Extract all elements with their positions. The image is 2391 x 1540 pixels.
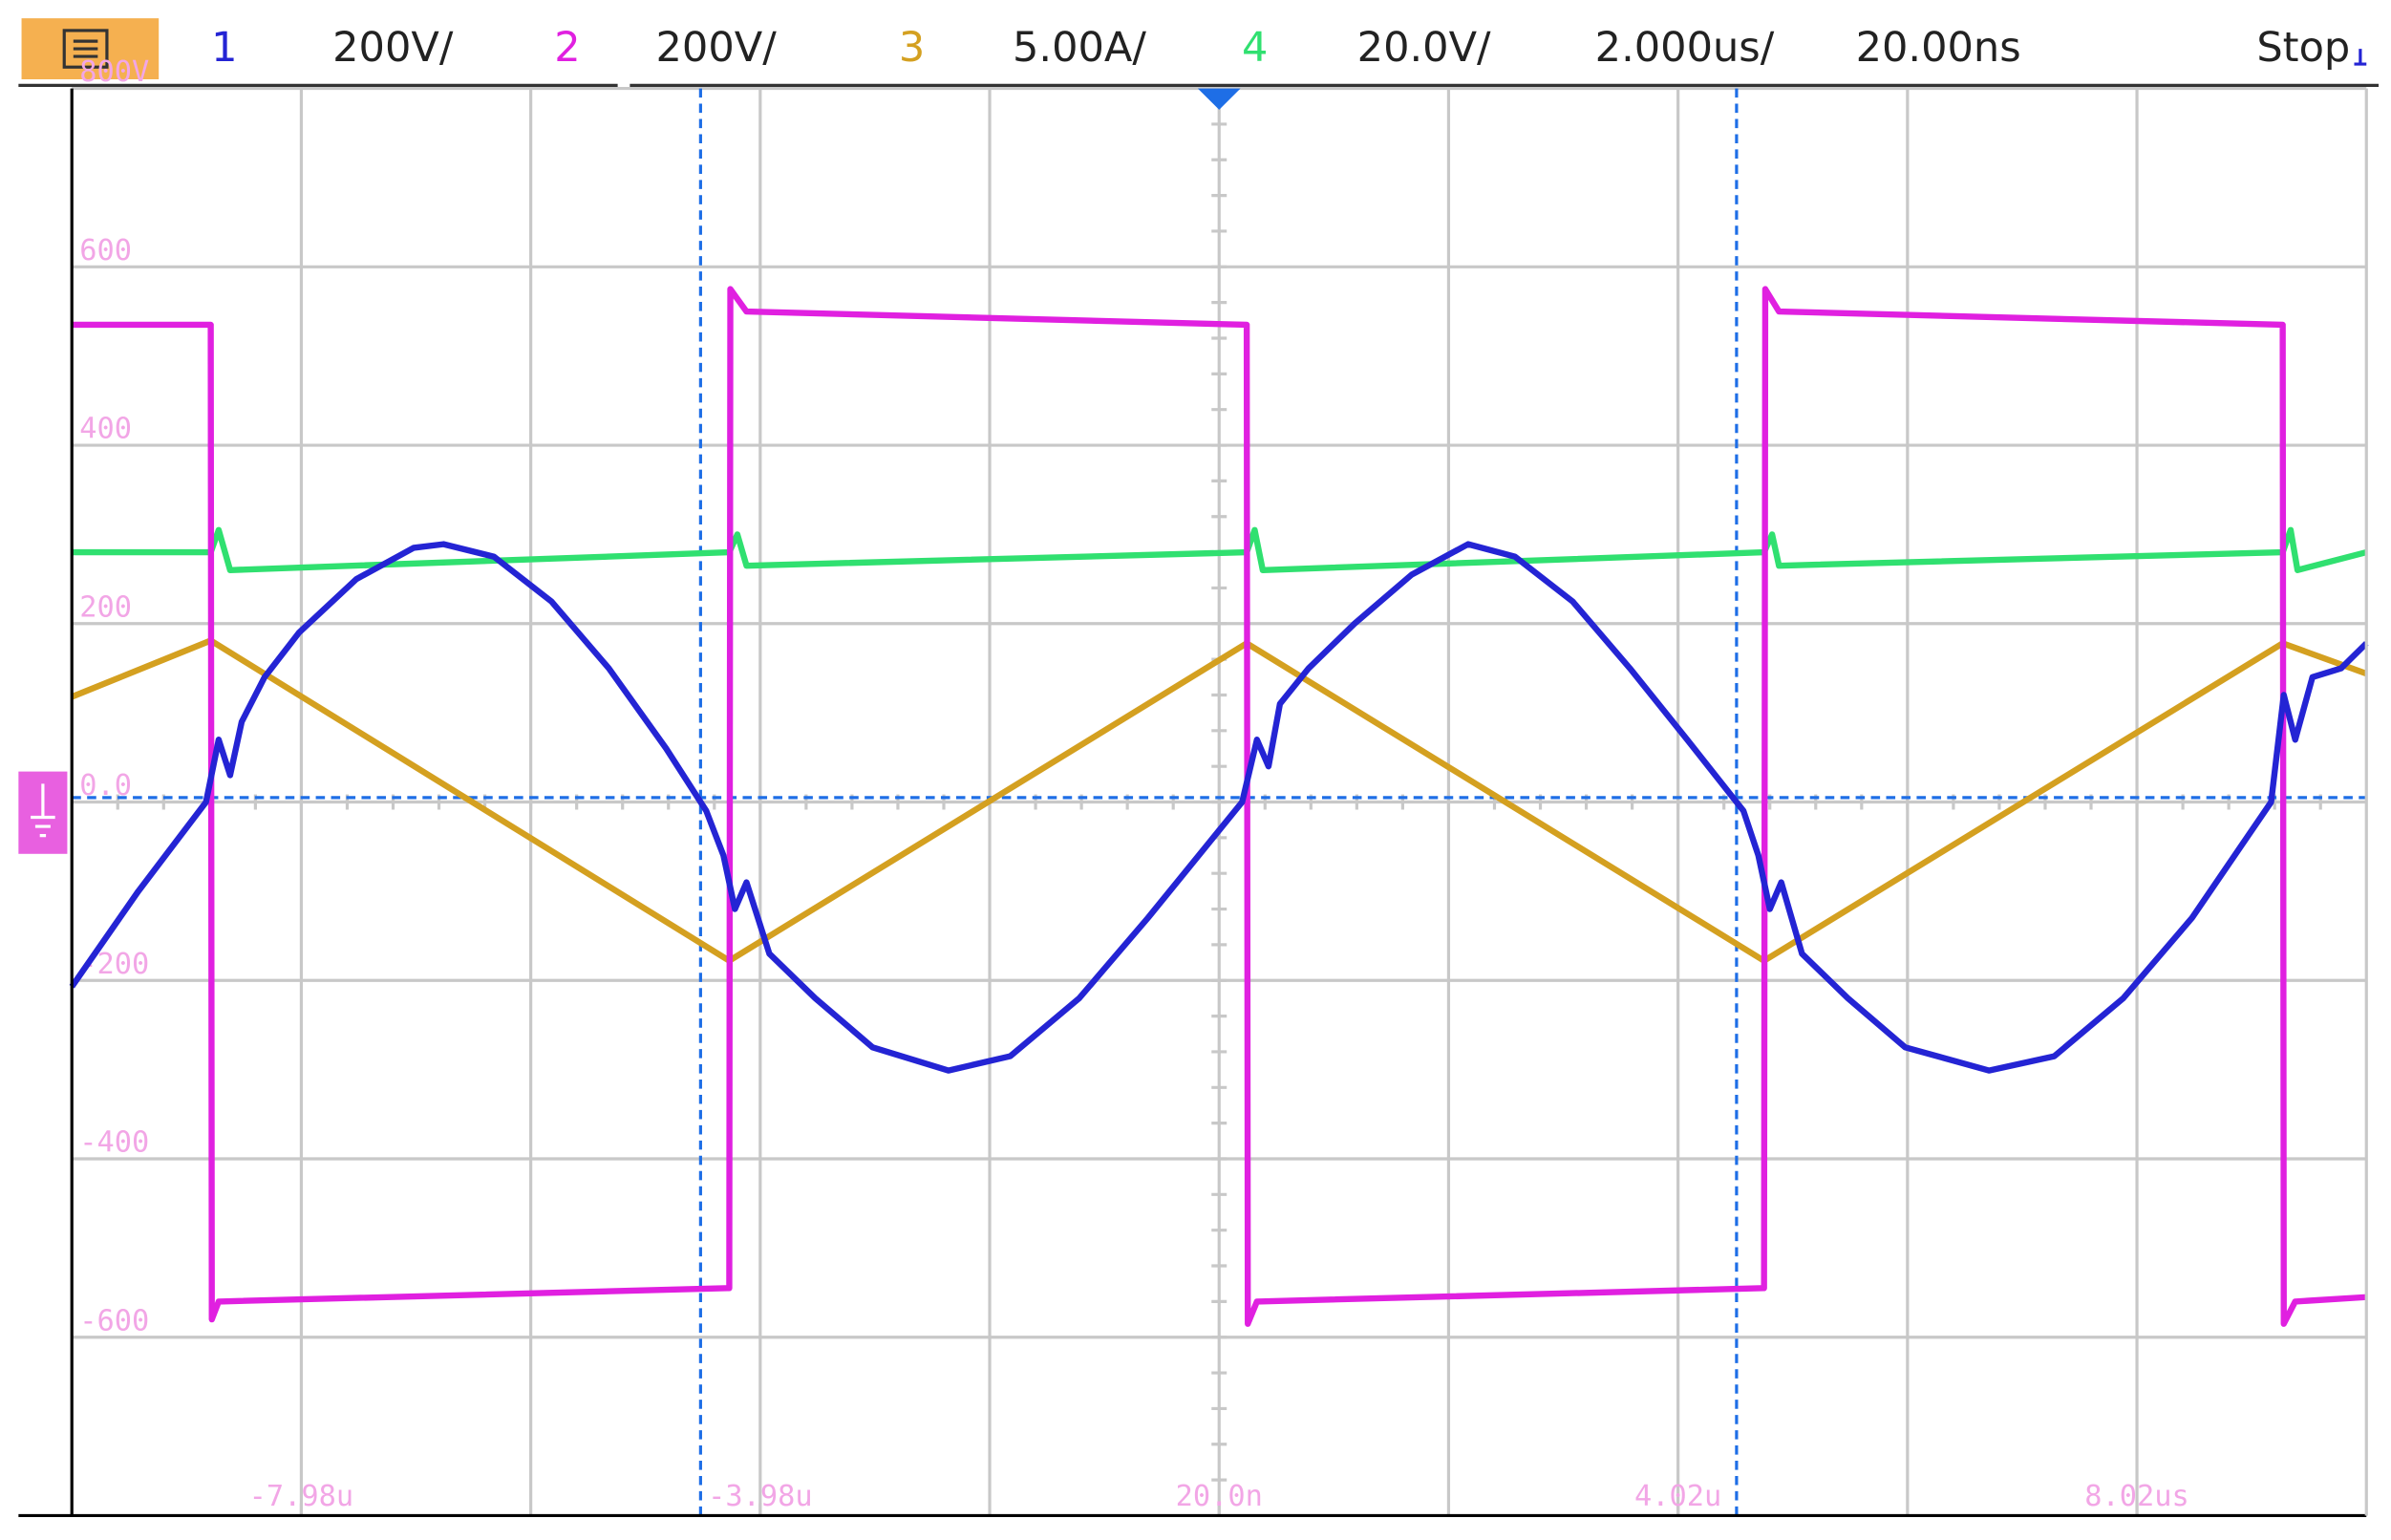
menu-icon	[62, 29, 109, 69]
channel-number: 2	[554, 24, 580, 72]
y-tick-label: 400	[79, 413, 132, 446]
trace	[72, 286, 2367, 1327]
x-tick-label: -3.98u	[708, 1480, 813, 1513]
delay: 20.00ns	[1856, 24, 2021, 72]
y-tick-label: 200	[79, 590, 132, 624]
trigger-icon	[2354, 49, 2367, 66]
channel-number: 1	[211, 24, 237, 72]
channel-number: 4	[1242, 24, 1268, 72]
ground-symbol	[31, 783, 55, 838]
x-tick-label: 20.0n	[1176, 1480, 1263, 1513]
trace	[69, 541, 2369, 1074]
channel-scale: 20.0V/	[1357, 24, 1491, 72]
trigger-marker	[1197, 88, 1241, 110]
x-tick-label: 4.02u	[1634, 1480, 1721, 1513]
channel-number: 3	[899, 24, 925, 72]
y-tick-label: 600	[79, 234, 132, 267]
channel-scale: 200V/	[332, 24, 454, 72]
timebase: 2.000us/	[1595, 24, 1775, 72]
channel-scale: 5.00A/	[1013, 24, 1146, 72]
y-tick-label: 800V	[79, 55, 149, 89]
x-tick-label: 8.02us	[2084, 1480, 2188, 1513]
y-tick-label: -400	[79, 1126, 149, 1160]
y-tick-label: -600	[79, 1304, 149, 1337]
x-tick-label: -7.98u	[249, 1480, 354, 1513]
channel-scale: 200V/	[656, 24, 778, 72]
status: Stop	[2256, 24, 2350, 72]
